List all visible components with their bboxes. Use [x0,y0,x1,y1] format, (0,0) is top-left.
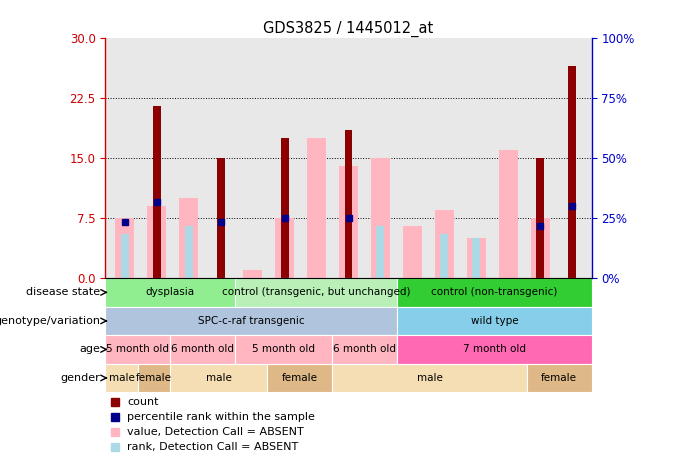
Bar [441,234,448,278]
Bar [170,335,235,364]
Bar [527,364,592,392]
Text: SPC-c-raf transgenic: SPC-c-raf transgenic [198,316,305,326]
Bar [345,130,352,278]
Text: 7 month old: 7 month old [463,345,526,355]
Bar [216,158,224,278]
Bar [333,335,397,364]
Text: female: female [136,373,172,383]
Title: GDS3825 / 1445012_at: GDS3825 / 1445012_at [263,20,434,36]
Bar [235,335,333,364]
Bar [467,238,486,278]
Text: 5 month old: 5 month old [252,345,315,355]
Bar [235,278,397,307]
Bar [403,226,422,278]
Text: 5 month old: 5 month old [106,345,169,355]
Bar [435,210,454,278]
Text: female: female [282,373,318,383]
Bar [170,364,267,392]
Bar [339,166,358,278]
Bar [152,106,160,278]
Text: count: count [127,397,158,407]
Text: control (transgenic, but unchanged): control (transgenic, but unchanged) [222,287,410,297]
Text: rank, Detection Call = ABSENT: rank, Detection Call = ABSENT [127,442,299,452]
Text: male: male [109,373,135,383]
Text: female: female [541,373,577,383]
Bar [105,307,397,335]
Bar [267,364,333,392]
Bar [397,278,592,307]
Text: 6 month old: 6 month old [333,345,396,355]
Bar [281,138,288,278]
Bar [397,335,592,364]
Bar [243,270,262,278]
Bar [531,218,550,278]
Bar [499,150,518,278]
Bar [371,158,390,278]
Bar [179,198,198,278]
Bar [333,364,527,392]
Bar [377,226,384,278]
Text: dysplasia: dysplasia [146,287,194,297]
Bar [537,158,545,278]
Text: 6 month old: 6 month old [171,345,234,355]
Text: genotype/variation: genotype/variation [0,316,101,326]
Text: male: male [206,373,232,383]
Text: disease state: disease state [27,287,101,297]
Bar [105,335,170,364]
Text: age: age [80,345,101,355]
Bar [120,234,129,278]
Bar [184,226,192,278]
Bar [397,307,592,335]
Bar [138,364,170,392]
Bar [275,218,294,278]
Bar [307,138,326,278]
Text: male: male [417,373,443,383]
Bar [105,278,235,307]
Bar [115,218,134,278]
Text: percentile rank within the sample: percentile rank within the sample [127,412,315,422]
Text: gender: gender [61,373,101,383]
Text: control (non-transgenic): control (non-transgenic) [431,287,558,297]
Bar [568,66,577,278]
Text: value, Detection Call = ABSENT: value, Detection Call = ABSENT [127,427,304,437]
Text: wild type: wild type [471,316,518,326]
Bar [473,238,481,278]
Bar [105,364,138,392]
Bar [147,206,166,278]
